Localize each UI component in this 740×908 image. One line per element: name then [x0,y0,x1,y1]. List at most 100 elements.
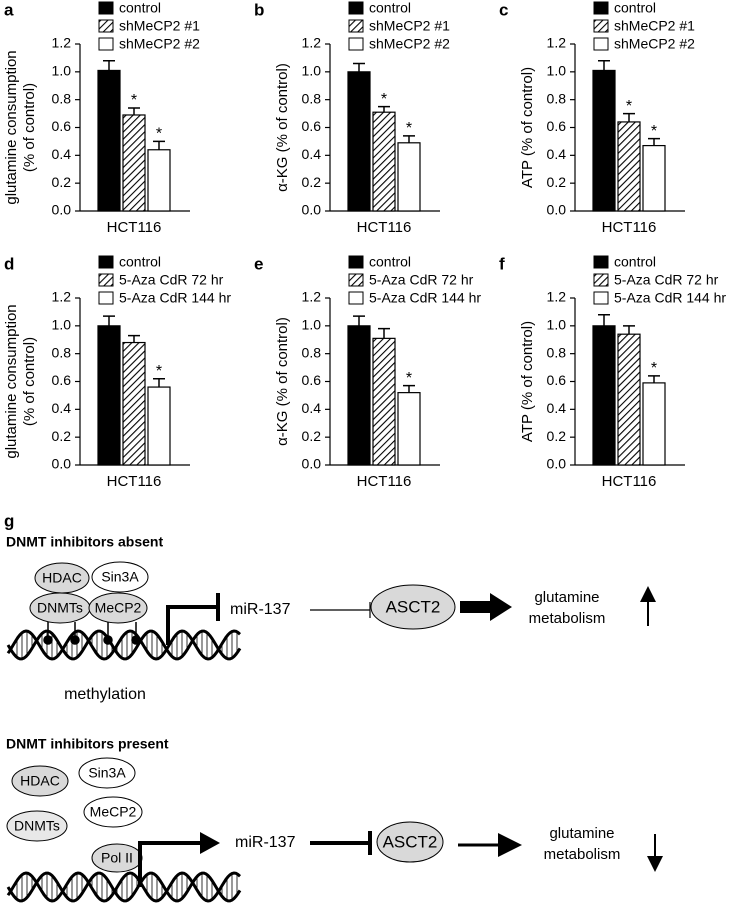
target-label: ASCT2 [383,832,438,851]
y-tick-label: 0.4 [302,146,322,162]
outcome-label: metabolism [544,846,621,863]
y-tick-label: 0.8 [302,90,322,106]
legend-swatch [98,37,114,51]
significance: * [156,126,162,143]
bar [642,144,666,212]
y-axis-label: α-KG (% of control) [274,317,291,446]
y-axis-label: (% of control) [21,83,38,172]
bar [592,69,616,212]
legend-swatch [98,291,114,305]
error-bar [103,315,115,326]
panel-letter: e [254,254,263,273]
y-tick-label: 1.2 [52,289,72,305]
y-tick-label: 1.0 [547,63,567,79]
y-tick-label: 0.4 [52,146,72,162]
section-title: DNMT inhibitors present [6,736,169,752]
legend-swatch [348,273,364,287]
dna-strand [6,629,242,661]
bar [97,69,121,212]
bar [617,333,641,466]
legend-swatch [593,291,609,305]
x-tick-label: HCT116 [357,473,412,490]
y-tick-label: 0.4 [547,146,567,162]
error-bar [128,107,140,115]
significance: * [131,92,137,109]
legend-swatch [593,19,609,33]
bar [372,111,396,212]
protein-label: Sin3A [101,569,139,585]
x-tick-label: HCT116 [107,219,162,236]
note: methylation [64,686,146,703]
y-tick-label: 0.0 [547,456,567,472]
chart-panel: f ATP (% of control) 0.0 0.2 0.4 0.6 0.8 1.0 1.2… [499,254,726,490]
y-tick-label: 1.0 [52,63,72,79]
y-tick-label: 0.2 [302,174,322,190]
error-bar [378,105,390,113]
diagram: g DNMT inhibitors absent HDAC Sin3A DNMT… [4,511,663,903]
mirna-label: miR-137 [230,601,291,618]
legend-swatch [348,37,364,51]
error-bar [598,59,610,71]
y-tick-label: 1.2 [547,35,567,51]
chart-panel: d glutamine consumption (% of control) 0.0 0… [3,254,231,490]
y-tick-label: 0.0 [52,202,72,218]
y-tick-label: 1.2 [302,289,322,305]
y-tick-label: 0.8 [547,344,567,360]
y-tick-label: 0.6 [547,118,567,134]
dna-2 [6,871,242,903]
legend-swatch [348,19,364,33]
y-axis-label: ATP (% of control) [519,321,536,442]
bar [97,325,121,466]
chart-panel: c ATP (% of control) 0.0 0.2 0.4 0.6 0.8 1.0 1.2… [499,0,695,236]
y-tick-label: 0.2 [547,174,567,190]
outcome-label: glutamine [534,589,599,606]
promoter-block [166,593,220,645]
y-tick-label: 0.4 [302,400,322,416]
target [376,821,444,863]
protein-label: Pol II [101,850,133,866]
protein-label: DNMTs [14,818,60,834]
y-tick-label: 0.0 [302,456,322,472]
error-bar [378,327,390,339]
legend-label: control [369,254,411,270]
legend-label: 5-Aza CdR 72 hr [369,272,474,288]
significance: * [156,363,162,380]
y-tick-label: 0.6 [52,372,72,388]
y-tick-label: 1.2 [547,289,567,305]
dna-strand [6,629,242,661]
legend-swatch [593,273,609,287]
legend-swatch [348,255,364,269]
y-tick-label: 0.4 [52,400,72,416]
legend-swatch [593,37,609,51]
legend-label: 5-Aza CdR 144 hr [369,290,481,306]
error-bar [153,140,165,150]
panel-letter: c [499,0,508,19]
y-axis-label: α-KG (% of control) [274,63,291,192]
error-bar [353,62,365,72]
bar [347,325,371,466]
y-axis-label: (% of control) [21,337,38,426]
protein-label: HDAC [20,773,60,789]
error-bar [403,135,415,143]
outcome-label: metabolism [529,610,606,627]
y-axis-label: glutamine consumption [3,304,20,458]
legend-swatch [348,1,364,15]
error-bar [648,137,660,146]
legend-label: shMeCP2 #2 [369,36,450,52]
y-tick-label: 0.8 [302,344,322,360]
target-label: ASCT2 [386,597,441,616]
x-tick-label: HCT116 [602,473,657,490]
dna-strand [6,871,242,903]
x-tick-label: HCT116 [602,219,657,236]
y-axis-label: glutamine consumption [3,50,20,204]
target [370,584,456,630]
y-tick-label: 0.8 [52,344,72,360]
dna-1 [6,629,242,661]
bar [397,142,421,212]
bar [147,149,171,212]
significance: * [406,370,412,387]
significance: * [626,98,632,115]
y-axis-label: ATP (% of control) [519,67,536,188]
